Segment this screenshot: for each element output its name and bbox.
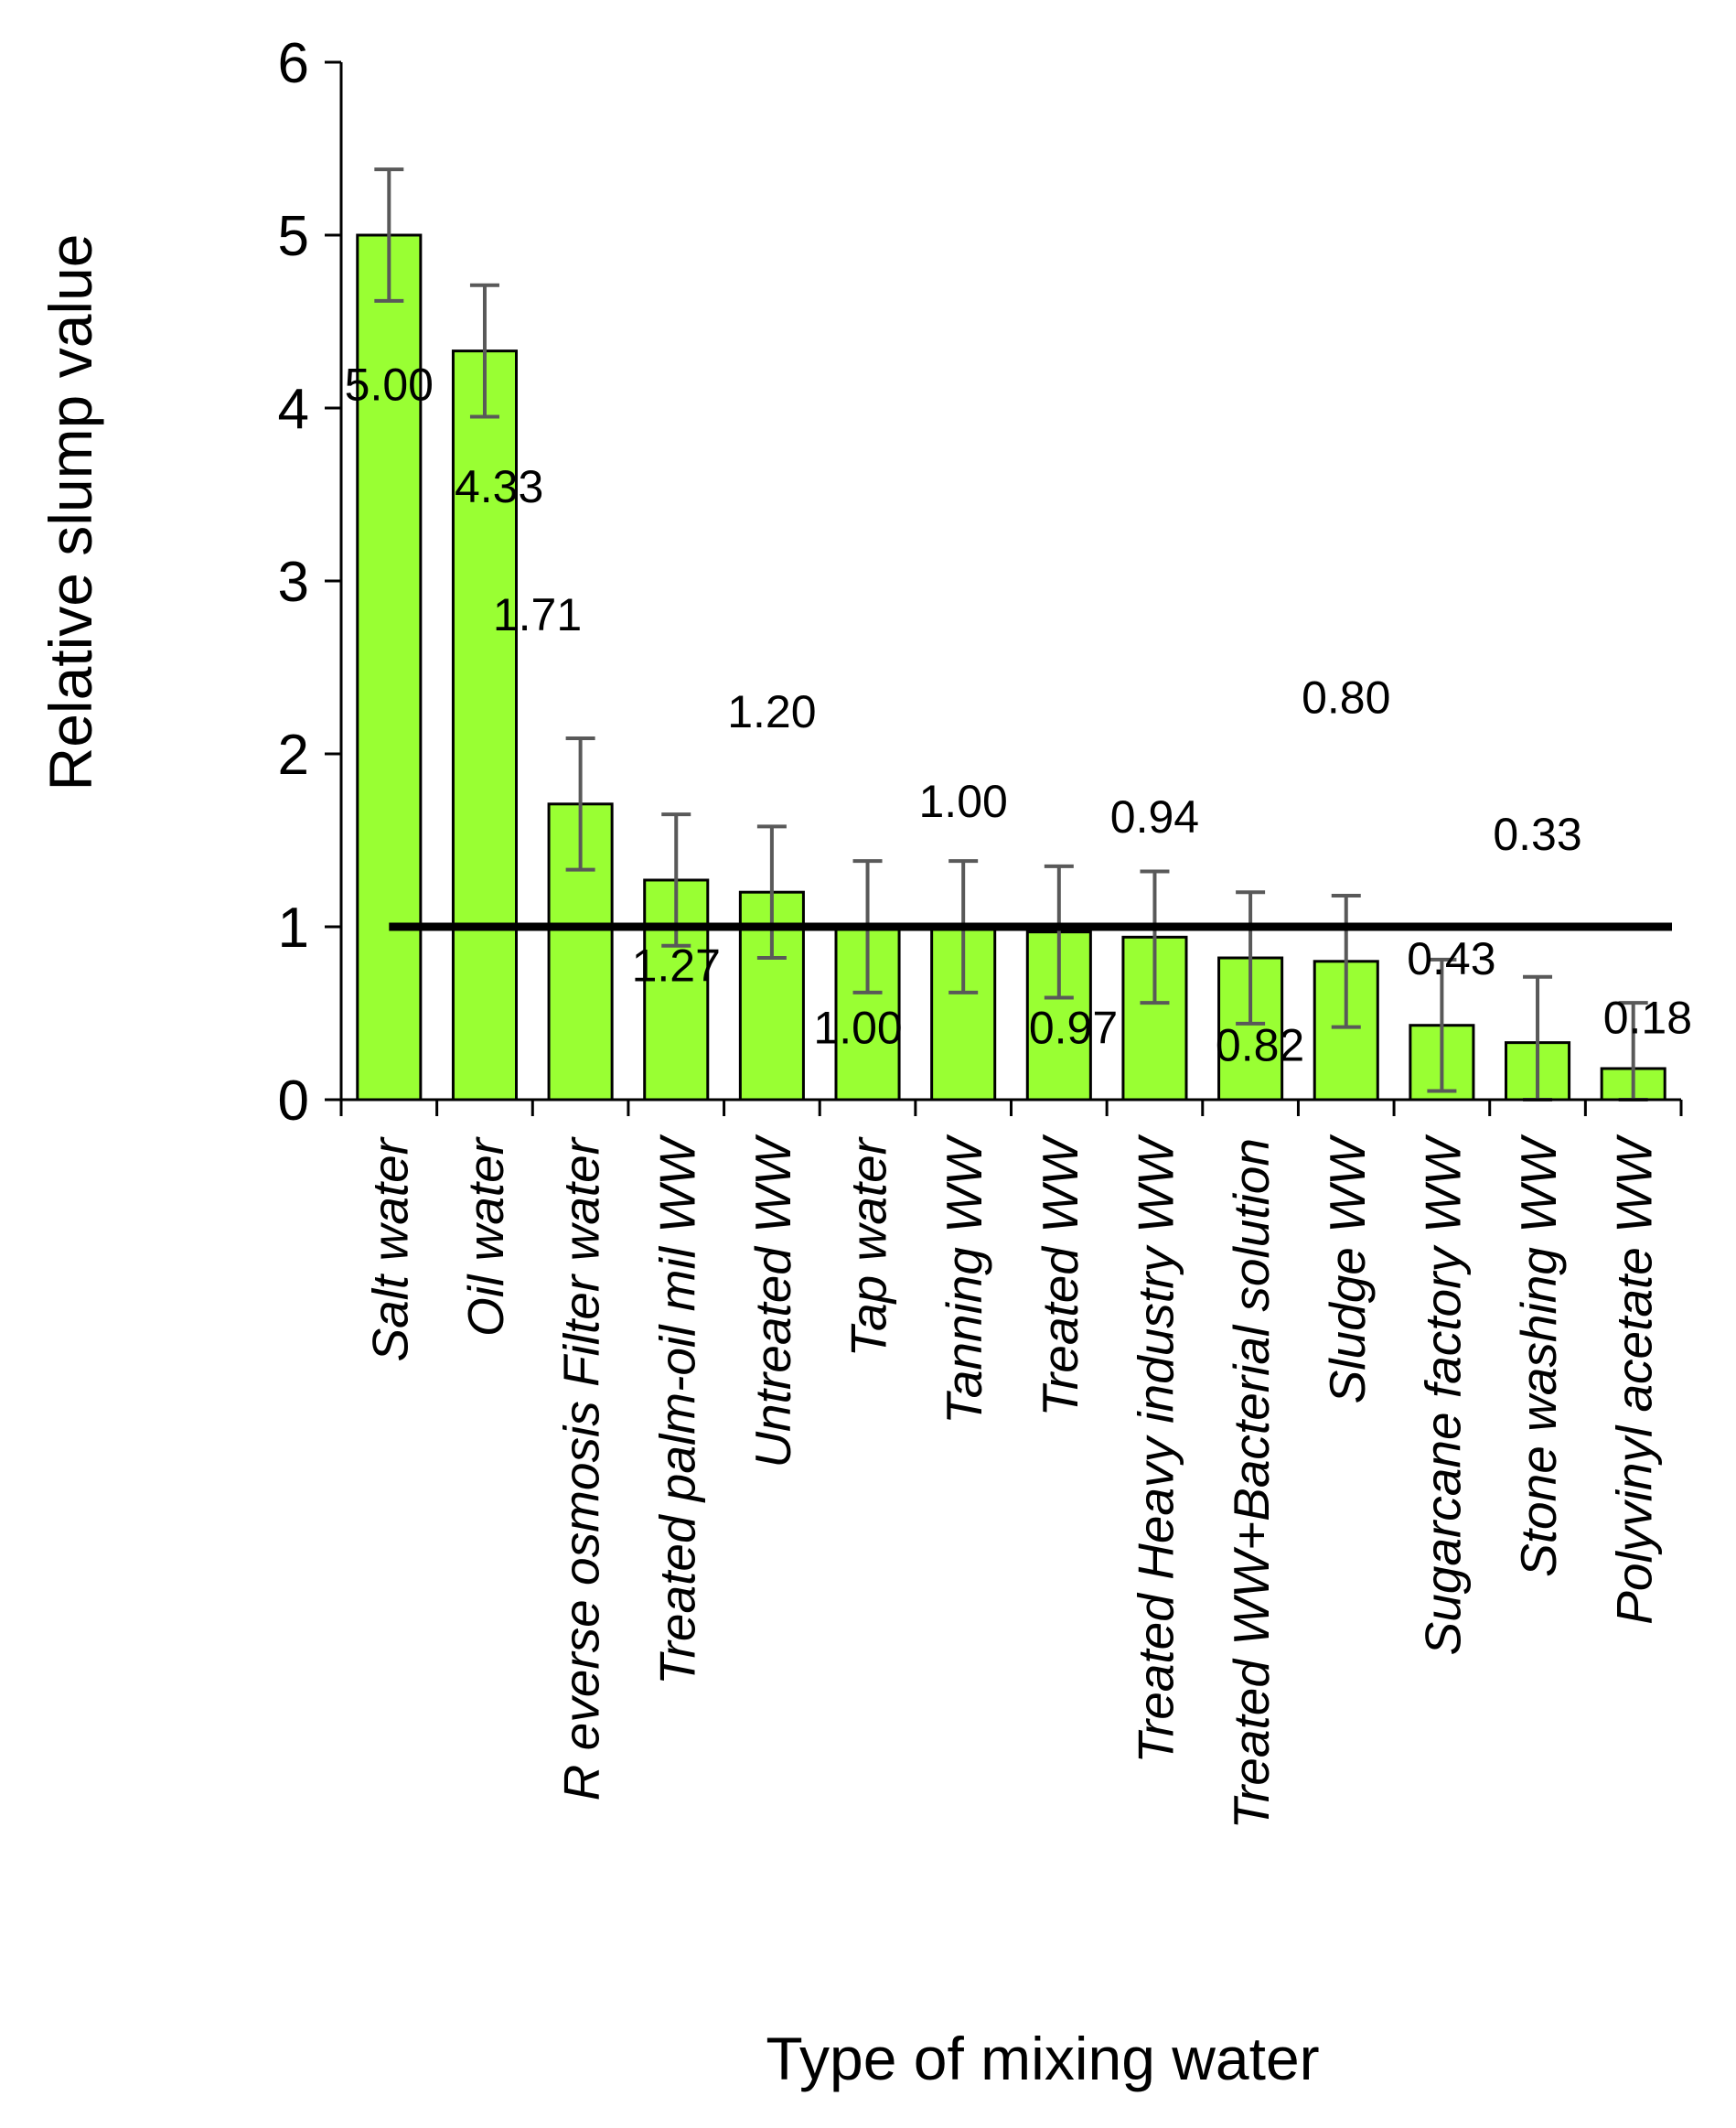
y-tick-label: 2 [278,724,309,787]
data-label: 1.71 [493,589,582,640]
x-tick-label: R everse osmosis Filter water [553,1135,610,1800]
data-label: 0.43 [1407,933,1495,984]
x-tick-label: Sugarcane factory WW [1414,1134,1471,1656]
data-label: 1.27 [632,940,721,992]
data-label: 0.94 [1110,791,1199,843]
x-tick-label: Sludge WW [1319,1134,1376,1403]
x-tick-label: Treated WW+Bacterial solution [1223,1138,1280,1830]
bar [356,233,423,1102]
x-axis-title: Type of mixing water [766,2025,1319,2092]
x-tick-label: Treated palm-oil mil WW [648,1134,705,1685]
x-tick-label: Untreated WW [745,1134,801,1468]
bar [643,878,710,1102]
data-labels-group: 5.00 4.33 1.71 1.27 1.20 1.00 1.00 0.97 0.94 0.82… [345,360,1692,1071]
data-label: 1.20 [727,686,816,737]
y-tick-label: 6 [278,32,309,95]
x-tick-label: Stone washing WW [1510,1134,1567,1577]
error-bars-group [374,167,1648,1102]
y-tick-label: 4 [278,378,309,441]
data-label: 0.82 [1216,1020,1304,1071]
y-axis-title: Relative slump value [37,234,104,791]
bar [451,349,518,1102]
y-ticks-group: 0 1 2 3 4 5 6 [278,32,341,1133]
data-label: 4.33 [455,461,543,512]
y-tick-label: 0 [278,1069,309,1133]
data-label: 0.18 [1603,992,1692,1043]
x-tick-label: Tap water [841,1135,897,1357]
y-tick-label: 5 [278,205,309,268]
y-tick-label: 3 [278,551,309,614]
x-tick-label: Treated WW [1032,1134,1088,1417]
data-label: 0.33 [1493,809,1581,860]
data-label: 1.00 [813,1003,902,1054]
data-label: 0.97 [1029,1003,1118,1054]
x-tick-label: Treated Heavy industry WW [1127,1134,1184,1764]
x-ticks-group: Salt water Oil water R everse osmosis Filt… [339,1100,1683,1830]
x-tick-label: Salt water [361,1135,418,1361]
x-tick-label: Oil water [457,1135,514,1337]
data-label: 0.80 [1302,672,1390,724]
x-tick-label: Tanning WW [936,1134,992,1424]
data-label: 1.00 [919,776,1008,827]
y-tick-label: 1 [278,897,309,960]
x-tick-label: Polyvinyl acetate WW [1606,1134,1663,1625]
data-label: 5.00 [345,360,434,411]
